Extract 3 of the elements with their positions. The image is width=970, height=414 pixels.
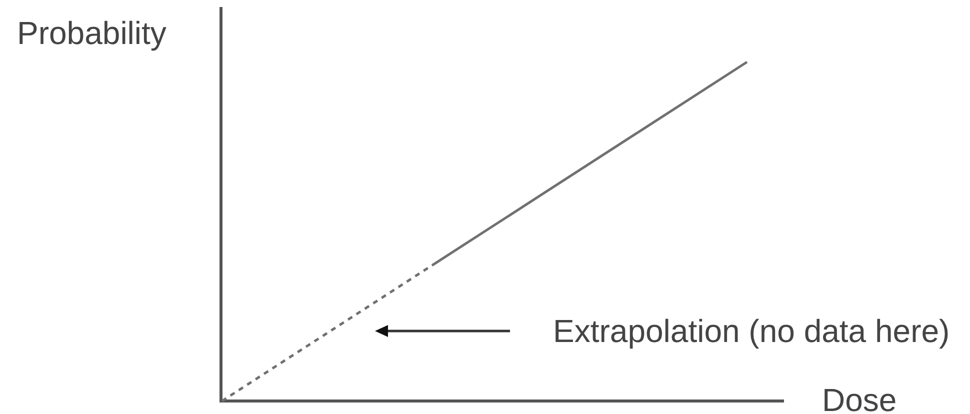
annotation: Extrapolation (no data here) [553, 313, 950, 349]
y-axis-title: Probability [17, 15, 166, 51]
x-axis-title: Dose [822, 382, 897, 414]
